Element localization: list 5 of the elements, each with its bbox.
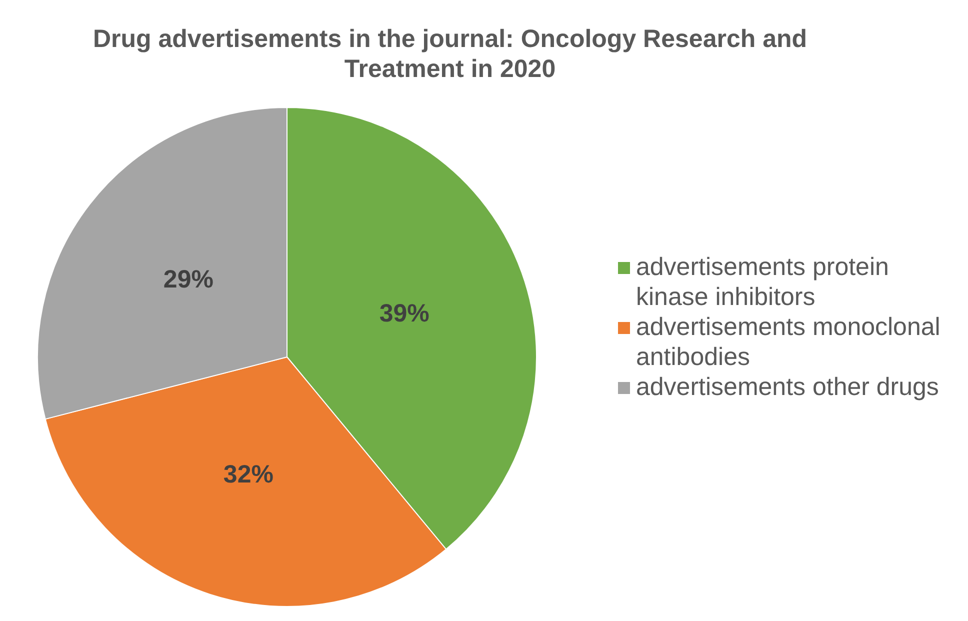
data-label: 32% (223, 460, 274, 489)
data-label: 29% (163, 265, 214, 294)
chart-title: Drug advertisements in the journal: Oncology Research and Treatment in 2020 (92, 24, 808, 84)
legend-label: advertisements other drugs (636, 372, 939, 402)
data-label: 39% (379, 300, 430, 328)
